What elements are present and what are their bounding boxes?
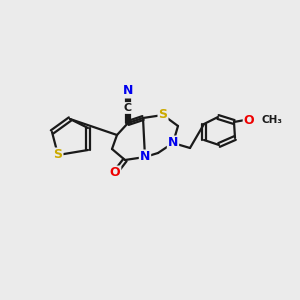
Text: N: N bbox=[123, 85, 133, 98]
Text: O: O bbox=[244, 113, 254, 127]
Text: N: N bbox=[168, 136, 178, 149]
Text: C: C bbox=[124, 103, 132, 113]
Text: O: O bbox=[110, 167, 120, 179]
Text: S: S bbox=[158, 109, 167, 122]
Text: N: N bbox=[140, 151, 150, 164]
Text: S: S bbox=[53, 148, 62, 161]
Text: CH₃: CH₃ bbox=[261, 115, 282, 125]
